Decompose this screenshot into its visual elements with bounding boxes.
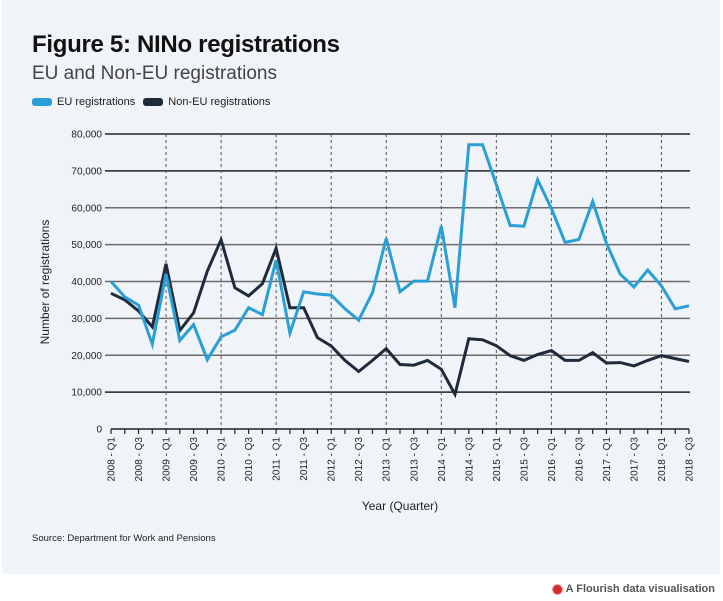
legend-label-eu: EU registrations [57,96,136,108]
y-tick-label: 60,000 [71,203,102,214]
y-tick-label: 80,000 [71,130,102,141]
x-tick-label: 2017 - Q3 [629,437,640,482]
x-tick-label: 2009 - Q1 [162,437,173,482]
x-tick-label: 2018 - Q3 [685,437,696,482]
x-tick-label: 2014 - Q1 [437,437,448,482]
chart-subtitle: EU and Non-EU registrations [32,63,277,84]
x-tick-label: 2018 - Q1 [657,437,668,482]
y-tick-label: 20,000 [71,351,102,362]
legend-item-eu[interactable]: EU registrations [32,96,135,108]
y-tick-label: 30,000 [71,314,102,325]
legend-swatch-eu [32,98,52,106]
series-lines [109,143,690,399]
x-tick-label: 2012 - Q3 [354,437,365,482]
y-axis-title: Number of registrations [38,220,52,345]
flourish-credit-label: A Flourish data visualisation [565,583,715,595]
legend: EU registrations Non-EU registrations [32,96,278,108]
gridlines [105,133,690,393]
x-tick-label: 2011 - Q1 [272,437,283,481]
legend-label-non-eu: Non-EU registrations [168,96,271,108]
x-tick-label: 2015 - Q3 [519,437,530,482]
y-axis: 0 10,000 20,000 30,000 40,000 50,000 60,000 70,… [71,130,102,436]
x-tick-label: 2010 - Q3 [244,437,255,482]
chart-title: Figure 5: NINo registrations [32,31,340,58]
x-tick-label: 2016 - Q1 [547,437,558,482]
chart-panel [2,0,720,574]
legend-swatch-non-eu [143,98,164,106]
y-tick-label: 50,000 [71,240,102,251]
series-line-non-eu-registrations [110,235,690,399]
x-axis-title: Year (Quarter) [362,499,438,513]
source-note: Source: Department for Work and Pensions [32,533,216,544]
x-tick-label: 2011 - Q3 [299,437,310,481]
y-tick-label: 10,000 [71,388,102,399]
x-tick-label: 2013 - Q3 [409,437,420,482]
x-tick-label: 2015 - Q1 [492,437,503,482]
x-tick-label: 2017 - Q1 [602,437,613,482]
legend-item-non-eu[interactable]: Non-EU registrations [143,96,270,108]
flourish-credit[interactable]: A Flourish data visualisation [552,583,715,595]
x-tick-label: 2008 - Q3 [134,437,145,482]
x-tick-label: 2012 - Q1 [327,437,338,482]
x-tick-label: 2009 - Q3 [189,437,200,482]
flourish-logo-icon [552,584,562,594]
x-tick-label: 2010 - Q1 [217,437,228,482]
series-line-eu-registrations [109,143,690,364]
y-tick-label: 70,000 [71,166,102,177]
x-tick-label: 2014 - Q3 [464,437,475,482]
x-axis: 2008 - Q1 2008 - Q3 2009 - Q1 2009 - Q3 2010… [107,428,696,482]
x-tick-label: 2016 - Q3 [574,437,585,482]
y-tick-label: 0 [96,425,102,436]
y-tick-label: 40,000 [71,277,102,288]
x-tick-label: 2013 - Q1 [382,437,393,482]
x-tick-label: 2008 - Q1 [107,437,118,482]
